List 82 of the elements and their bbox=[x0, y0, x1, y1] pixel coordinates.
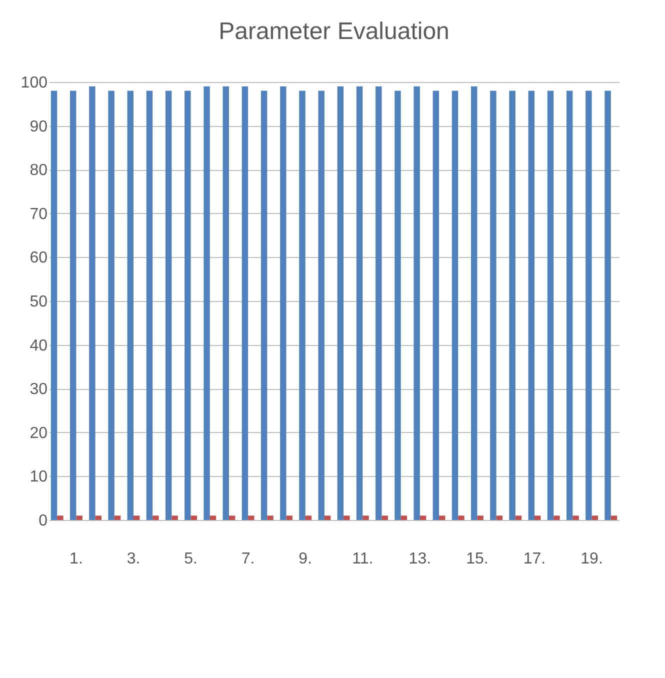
bar bbox=[204, 86, 210, 520]
y-tick-label: 90 bbox=[30, 118, 48, 136]
bar bbox=[248, 516, 254, 520]
y-tick-label: 100 bbox=[20, 74, 48, 92]
bar bbox=[222, 86, 229, 520]
bar bbox=[344, 516, 350, 520]
bar bbox=[89, 86, 96, 520]
bar bbox=[547, 90, 554, 520]
bar bbox=[458, 516, 464, 520]
x-tick-label: 11. bbox=[352, 550, 374, 568]
bar bbox=[604, 90, 611, 520]
bar bbox=[439, 516, 446, 520]
bar bbox=[356, 86, 363, 520]
y-tick-label: 20 bbox=[30, 424, 48, 442]
x-tick-label: 13. bbox=[408, 550, 432, 568]
bar bbox=[184, 90, 191, 520]
bar bbox=[133, 516, 140, 520]
bar bbox=[299, 90, 306, 520]
bar bbox=[452, 90, 458, 520]
bar bbox=[172, 516, 178, 520]
bar bbox=[490, 90, 496, 520]
bar bbox=[572, 516, 579, 520]
bar bbox=[70, 90, 76, 520]
bar bbox=[228, 516, 236, 520]
x-tick-label: 3. bbox=[126, 550, 140, 568]
x-tick-label: 17. bbox=[523, 550, 546, 568]
x-tick-label: 7. bbox=[241, 550, 255, 568]
bar bbox=[76, 516, 82, 520]
bar bbox=[496, 516, 503, 520]
bar bbox=[152, 516, 159, 520]
bar bbox=[114, 516, 121, 520]
x-tick-label: 15. bbox=[466, 550, 488, 568]
y-tick-label: 40 bbox=[30, 337, 48, 354]
bar bbox=[420, 516, 426, 520]
bar bbox=[376, 86, 382, 520]
bar bbox=[400, 516, 408, 520]
bar bbox=[566, 90, 573, 520]
bar bbox=[432, 90, 440, 520]
y-tick-label: 50 bbox=[30, 294, 48, 310]
bar bbox=[260, 90, 268, 520]
bar bbox=[534, 516, 541, 520]
bar bbox=[477, 516, 484, 520]
y-tick-label: 30 bbox=[30, 381, 48, 398]
x-tick-label: 5. bbox=[184, 550, 198, 568]
bar bbox=[318, 90, 324, 520]
bar bbox=[95, 516, 102, 520]
bar bbox=[305, 516, 312, 520]
y-tick-label: 60 bbox=[30, 250, 48, 267]
x-tick-label: 1. bbox=[70, 550, 83, 568]
bar bbox=[210, 516, 216, 520]
chart-title: Parameter Evaluation bbox=[218, 18, 450, 45]
bar bbox=[509, 90, 516, 520]
bar bbox=[337, 86, 344, 520]
bar bbox=[190, 516, 197, 520]
bar bbox=[280, 86, 286, 520]
bar bbox=[50, 90, 58, 520]
bar bbox=[515, 516, 522, 520]
bar bbox=[286, 516, 292, 520]
bar bbox=[528, 90, 535, 520]
bar bbox=[471, 86, 478, 520]
bar bbox=[382, 516, 388, 520]
bar bbox=[267, 516, 274, 520]
bar bbox=[394, 90, 401, 520]
bar bbox=[108, 90, 114, 520]
bar bbox=[324, 516, 331, 520]
y-tick-label: 80 bbox=[30, 162, 48, 180]
y-tick-label: 70 bbox=[30, 206, 48, 223]
x-tick-label: 19. bbox=[580, 550, 603, 568]
x-tick-label: 9. bbox=[298, 550, 312, 568]
bar bbox=[592, 516, 598, 520]
bar bbox=[414, 86, 420, 520]
y-tick-label: 0 bbox=[38, 512, 48, 530]
bar bbox=[362, 516, 369, 520]
bar bbox=[610, 516, 618, 520]
bar bbox=[165, 90, 172, 520]
y-tick-label: 10 bbox=[30, 468, 48, 486]
bar bbox=[57, 516, 64, 520]
bar bbox=[554, 516, 560, 520]
bar bbox=[242, 86, 248, 520]
bar bbox=[146, 90, 153, 520]
bar bbox=[127, 90, 134, 520]
bar bbox=[586, 90, 592, 520]
